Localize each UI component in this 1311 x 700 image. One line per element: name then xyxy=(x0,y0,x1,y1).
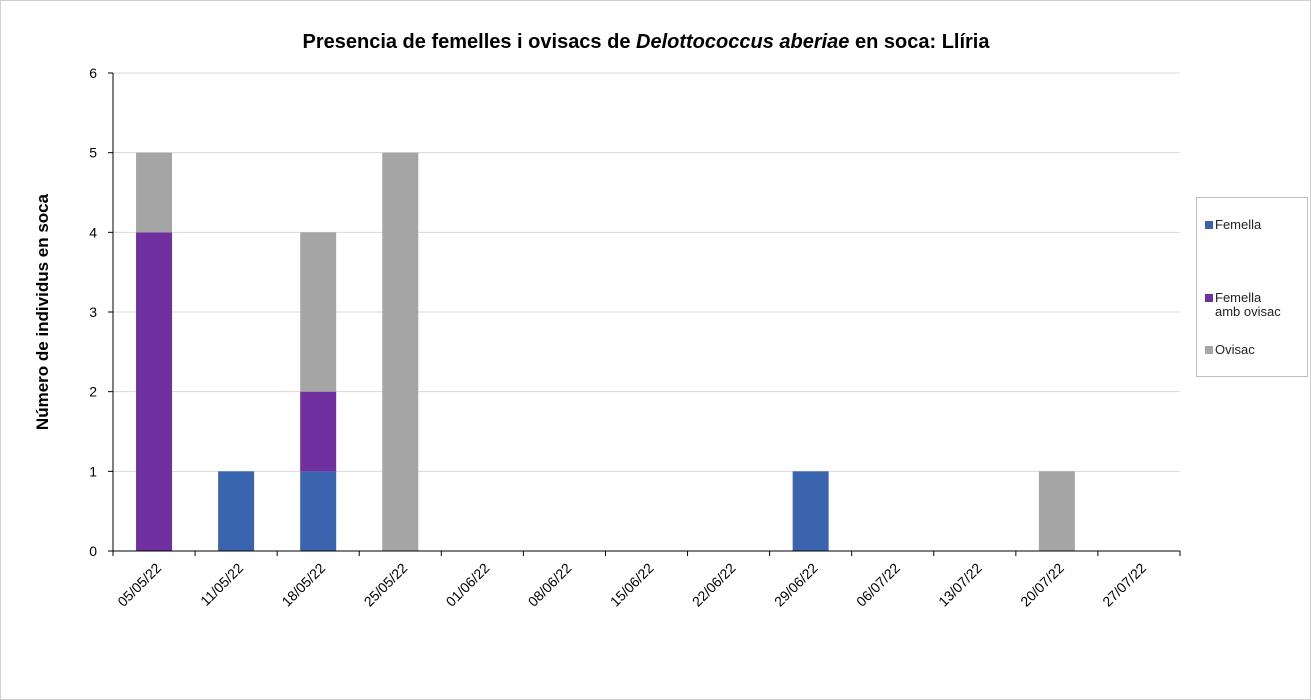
bar-segment xyxy=(218,471,255,551)
bar-segment xyxy=(792,471,829,551)
chart-title: Presencia de femelles i ovisacs de Delot… xyxy=(302,31,990,53)
bar-segment xyxy=(300,391,337,472)
bar-segment xyxy=(136,232,173,552)
legend-swatch xyxy=(1205,221,1213,229)
title-part: Delottococcus aberiae xyxy=(636,31,849,53)
legend: Femella Femella amb ovisac Ovisac xyxy=(1196,197,1308,377)
title-part: en soca: Llíria xyxy=(849,31,990,53)
legend-label: Femella amb ovisac xyxy=(1215,290,1281,319)
legend-swatch xyxy=(1205,346,1213,354)
bar-segment xyxy=(382,152,419,551)
y-tick-label: 0 xyxy=(89,543,97,559)
y-tick-label: 1 xyxy=(89,463,97,479)
bar-segment xyxy=(136,152,173,233)
bar-segment xyxy=(1038,471,1075,551)
y-axis-label: Número de individus en soca xyxy=(33,193,52,430)
y-tick-label: 5 xyxy=(89,145,97,161)
bar-segment xyxy=(300,232,337,392)
legend-entry: Ovisac xyxy=(1205,343,1305,357)
legend-entry: Femella xyxy=(1205,218,1305,232)
legend-label: Ovisac xyxy=(1215,342,1255,357)
y-tick-label: 2 xyxy=(89,384,97,400)
bar-segment xyxy=(300,471,337,551)
y-tick-label: 4 xyxy=(89,224,97,240)
title-part: Presencia de femelles i ovisacs de xyxy=(302,31,636,53)
y-tick-label: 3 xyxy=(89,304,97,320)
legend-entry: Femella amb ovisac xyxy=(1205,291,1305,319)
y-tick-label: 6 xyxy=(89,65,97,81)
legend-swatch xyxy=(1205,294,1213,302)
legend-label: Femella xyxy=(1215,217,1262,232)
